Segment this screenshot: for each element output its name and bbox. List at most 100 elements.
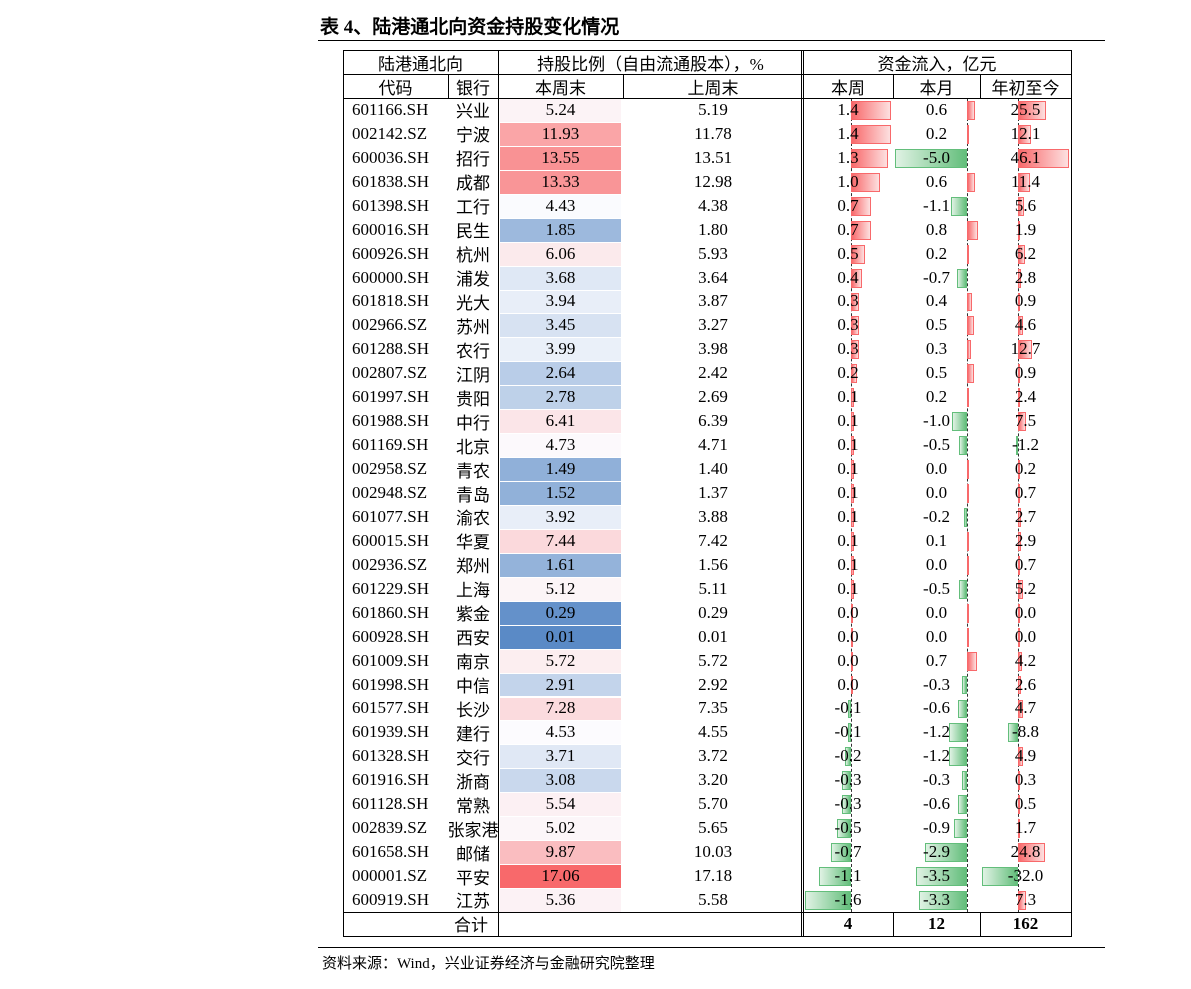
cell-text: 0.7 (837, 219, 859, 239)
border-line (343, 50, 344, 936)
data-bar (1017, 148, 1069, 168)
color-scale-cell (500, 817, 621, 841)
data-bar (966, 244, 970, 264)
cell-text: 12.98 (693, 171, 733, 191)
border-line (343, 911, 1071, 913)
cell-text: 17.18 (693, 866, 733, 886)
data-bar (966, 172, 976, 192)
data-bar (1017, 627, 1020, 647)
cell-text: 1.49 (545, 459, 576, 479)
source-note: 资料来源：Wind，兴业证券经济与金融研究院整理 (322, 955, 655, 972)
cell-text: 兴业 (456, 102, 490, 122)
cell-text: 13.33 (541, 171, 580, 191)
cell-text: 0.3 (837, 291, 859, 311)
border-line (980, 74, 981, 98)
data-bar (850, 101, 891, 120)
cell-text: 5.58 (698, 889, 728, 909)
cell-text: 0.3 (1014, 770, 1037, 790)
data-bar (966, 124, 970, 144)
cell-text: 12.1 (1010, 123, 1041, 143)
cell-text: 3.45 (545, 315, 576, 335)
color-scale-cell (500, 482, 621, 505)
cell-text: 0.5 (925, 363, 948, 383)
data-bar (850, 627, 853, 647)
cell-text: 杭州 (456, 246, 490, 266)
data-bar (953, 819, 967, 839)
cell-text: 3.27 (698, 315, 728, 335)
cell-text: 平安 (456, 868, 490, 888)
border-line (498, 50, 499, 936)
data-bar (1017, 843, 1046, 863)
data-bar (848, 723, 851, 743)
cell-text: 渝农 (456, 509, 490, 529)
cell-text: 3.88 (698, 506, 728, 526)
data-bar (850, 555, 854, 575)
data-bar (919, 891, 967, 910)
cell-text: -0.5 (834, 818, 862, 838)
data-bar (966, 627, 969, 647)
cell-text: 002807.SZ (352, 363, 428, 383)
data-bar (1017, 220, 1020, 240)
cell-text: 3.87 (698, 291, 728, 311)
cell-text: -0.3 (923, 770, 950, 790)
cell-text: 7.42 (698, 530, 728, 550)
color-scale-cell (500, 362, 621, 386)
cell-text: 4.6 (1014, 315, 1037, 335)
data-bar (966, 555, 969, 575)
cell-text: 3.72 (698, 746, 728, 766)
cell-text: 0.01 (545, 626, 576, 646)
cell-text: 浦发 (456, 270, 490, 290)
cell-text: 上海 (456, 581, 490, 601)
cell-text: 2.6 (1014, 674, 1037, 694)
cell-text: 0.8 (925, 219, 948, 239)
cell-text: 600919.SH (352, 889, 429, 909)
data-bar (1017, 603, 1020, 623)
cell-text: 本月 (919, 78, 954, 98)
cell-text: 0.4 (837, 267, 859, 287)
color-scale-cell (500, 625, 621, 649)
data-bar (966, 603, 969, 623)
data-bar (1017, 507, 1021, 527)
cell-text: 0.2 (925, 387, 948, 407)
data-bar (842, 771, 851, 791)
cell-text: 2.78 (545, 387, 576, 407)
cell-text: 0.9 (1014, 363, 1037, 383)
cell-text: -0.1 (834, 722, 862, 742)
data-bar (850, 268, 863, 288)
color-scale-cell (500, 122, 621, 146)
data-bar (850, 220, 871, 240)
cell-text: 002142.SZ (352, 123, 428, 143)
cell-text: 5.72 (698, 650, 728, 670)
cell-text: 4.55 (698, 722, 728, 742)
cell-text: -32.0 (1007, 866, 1044, 886)
cell-text: 5.2 (1014, 578, 1037, 598)
data-bar (850, 507, 854, 527)
color-scale-cell (500, 697, 621, 721)
cell-text: 4.43 (545, 195, 576, 215)
cell-text: 601658.SH (352, 842, 429, 862)
cell-text: 3.08 (545, 770, 576, 790)
data-bar (1017, 292, 1020, 312)
color-scale-cell (500, 386, 621, 410)
cell-text: 0.5 (1014, 794, 1037, 814)
cell-text: 162 (1012, 913, 1039, 933)
cell-text: -2.9 (923, 842, 950, 862)
cell-text: 000001.SZ (352, 866, 428, 886)
cell-text: 1.85 (545, 219, 576, 239)
color-scale-cell (500, 673, 621, 697)
data-bar (850, 484, 854, 503)
cell-text: -1.6 (834, 889, 862, 909)
color-scale-cell (500, 434, 621, 458)
cell-text: 江苏 (456, 892, 490, 912)
cell-text: 苏州 (456, 317, 490, 337)
cell-text: -5.0 (923, 147, 950, 167)
cell-text: 601128.SH (352, 794, 429, 814)
data-bar (850, 603, 853, 623)
cell-text: 0.2 (837, 363, 859, 383)
cell-text: 9.87 (545, 842, 576, 862)
cell-text: 青农 (456, 461, 490, 481)
cell-text: 0.3 (837, 339, 859, 359)
color-scale-cell (500, 290, 621, 314)
cell-text: 农行 (456, 341, 490, 361)
border-line (893, 911, 894, 936)
